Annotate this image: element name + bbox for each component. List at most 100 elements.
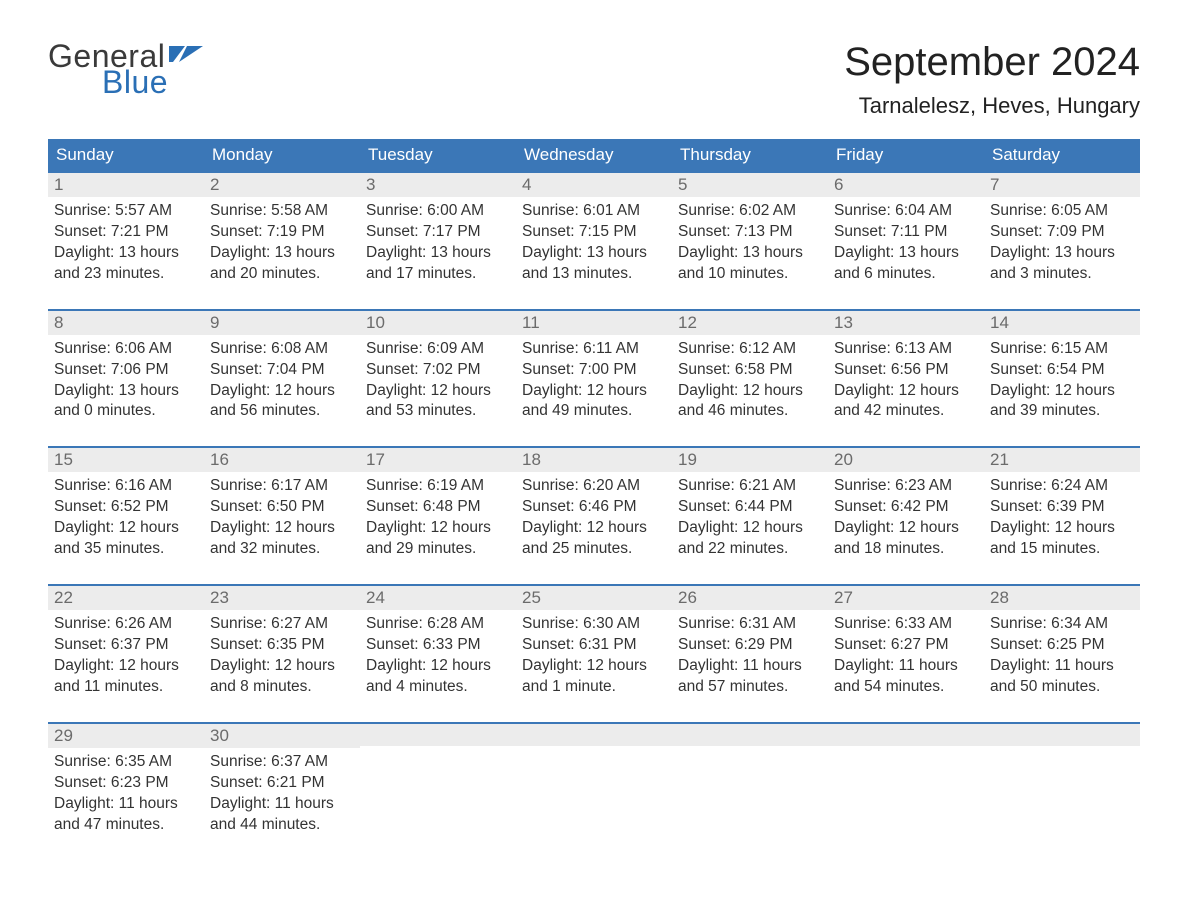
brand-logo: General Blue: [48, 40, 203, 98]
day-d1: Daylight: 12 hours: [54, 656, 198, 677]
day-d2: and 47 minutes.: [54, 815, 198, 836]
calendar-day: 17Sunrise: 6:19 AMSunset: 6:48 PMDayligh…: [360, 448, 516, 566]
calendar-day: 16Sunrise: 6:17 AMSunset: 6:50 PMDayligh…: [204, 448, 360, 566]
calendar-day: 3Sunrise: 6:00 AMSunset: 7:17 PMDaylight…: [360, 173, 516, 291]
day-d1: Daylight: 12 hours: [678, 518, 822, 539]
month-title: September 2024: [844, 40, 1140, 85]
calendar-day: 25Sunrise: 6:30 AMSunset: 6:31 PMDayligh…: [516, 586, 672, 704]
calendar-day: [360, 724, 516, 842]
day-number: 15: [54, 450, 73, 469]
day-number: 17: [366, 450, 385, 469]
day-sunrise: Sunrise: 6:20 AM: [522, 476, 666, 497]
day-d2: and 18 minutes.: [834, 539, 978, 560]
day-sunset: Sunset: 7:13 PM: [678, 222, 822, 243]
day-number: 20: [834, 450, 853, 469]
day-number-row: 27: [828, 586, 984, 610]
day-sunset: Sunset: 7:11 PM: [834, 222, 978, 243]
day-sunrise: Sunrise: 6:28 AM: [366, 614, 510, 635]
day-d2: and 6 minutes.: [834, 264, 978, 285]
day-d2: and 4 minutes.: [366, 677, 510, 698]
day-number: 2: [210, 175, 219, 194]
calendar-day: [672, 724, 828, 842]
brand-line2: Blue: [102, 66, 203, 98]
calendar-week: 1Sunrise: 5:57 AMSunset: 7:21 PMDaylight…: [48, 171, 1140, 291]
day-number-row: 22: [48, 586, 204, 610]
calendar-day: 21Sunrise: 6:24 AMSunset: 6:39 PMDayligh…: [984, 448, 1140, 566]
day-number: 23: [210, 588, 229, 607]
day-number-row: [984, 724, 1140, 746]
day-sunset: Sunset: 6:42 PM: [834, 497, 978, 518]
day-number-row: 25: [516, 586, 672, 610]
day-d1: Daylight: 13 hours: [990, 243, 1134, 264]
day-number: 6: [834, 175, 843, 194]
day-number-row: [828, 724, 984, 746]
day-number: 3: [366, 175, 375, 194]
day-number-row: 21: [984, 448, 1140, 472]
calendar-day: 14Sunrise: 6:15 AMSunset: 6:54 PMDayligh…: [984, 311, 1140, 429]
day-number: 4: [522, 175, 531, 194]
title-block: September 2024 Tarnalelesz, Heves, Hunga…: [844, 40, 1140, 119]
day-d1: Daylight: 11 hours: [210, 794, 354, 815]
day-number-row: 3: [360, 173, 516, 197]
day-number: 9: [210, 313, 219, 332]
calendar-day: 29Sunrise: 6:35 AMSunset: 6:23 PMDayligh…: [48, 724, 204, 842]
calendar-page: General Blue September 2024 Tarnalelesz,…: [0, 0, 1188, 881]
day-sunrise: Sunrise: 6:19 AM: [366, 476, 510, 497]
day-number-row: 11: [516, 311, 672, 335]
day-number-row: 5: [672, 173, 828, 197]
calendar-day: 23Sunrise: 6:27 AMSunset: 6:35 PMDayligh…: [204, 586, 360, 704]
day-sunrise: Sunrise: 6:31 AM: [678, 614, 822, 635]
day-d2: and 17 minutes.: [366, 264, 510, 285]
day-sunset: Sunset: 6:50 PM: [210, 497, 354, 518]
flag-icon: [169, 44, 203, 68]
day-d2: and 32 minutes.: [210, 539, 354, 560]
weekday-tuesday: Tuesday: [360, 139, 516, 171]
day-d2: and 25 minutes.: [522, 539, 666, 560]
day-d1: Daylight: 12 hours: [522, 518, 666, 539]
calendar-day: 28Sunrise: 6:34 AMSunset: 6:25 PMDayligh…: [984, 586, 1140, 704]
day-d1: Daylight: 11 hours: [54, 794, 198, 815]
day-number-row: 13: [828, 311, 984, 335]
day-number: 29: [54, 726, 73, 745]
day-sunrise: Sunrise: 6:01 AM: [522, 201, 666, 222]
day-d2: and 11 minutes.: [54, 677, 198, 698]
calendar-week: 8Sunrise: 6:06 AMSunset: 7:06 PMDaylight…: [48, 309, 1140, 429]
day-number-row: 12: [672, 311, 828, 335]
day-sunset: Sunset: 7:04 PM: [210, 360, 354, 381]
day-d1: Daylight: 12 hours: [210, 656, 354, 677]
day-d1: Daylight: 11 hours: [990, 656, 1134, 677]
day-d2: and 13 minutes.: [522, 264, 666, 285]
day-number: 16: [210, 450, 229, 469]
day-number: 25: [522, 588, 541, 607]
day-sunset: Sunset: 6:46 PM: [522, 497, 666, 518]
header-row: General Blue September 2024 Tarnalelesz,…: [48, 40, 1140, 119]
day-sunset: Sunset: 7:02 PM: [366, 360, 510, 381]
day-number-row: 8: [48, 311, 204, 335]
day-number-row: [516, 724, 672, 746]
day-sunrise: Sunrise: 6:11 AM: [522, 339, 666, 360]
day-d1: Daylight: 12 hours: [990, 518, 1134, 539]
day-number-row: 29: [48, 724, 204, 748]
day-sunset: Sunset: 6:25 PM: [990, 635, 1134, 656]
day-sunset: Sunset: 6:37 PM: [54, 635, 198, 656]
day-d1: Daylight: 13 hours: [522, 243, 666, 264]
day-number: 19: [678, 450, 697, 469]
day-sunrise: Sunrise: 6:17 AM: [210, 476, 354, 497]
calendar-day: 9Sunrise: 6:08 AMSunset: 7:04 PMDaylight…: [204, 311, 360, 429]
day-number-row: 23: [204, 586, 360, 610]
day-d2: and 0 minutes.: [54, 401, 198, 422]
day-sunrise: Sunrise: 6:12 AM: [678, 339, 822, 360]
weekday-wednesday: Wednesday: [516, 139, 672, 171]
weeks-container: 1Sunrise: 5:57 AMSunset: 7:21 PMDaylight…: [48, 171, 1140, 841]
day-number: 28: [990, 588, 1009, 607]
calendar-day: 26Sunrise: 6:31 AMSunset: 6:29 PMDayligh…: [672, 586, 828, 704]
day-number: 1: [54, 175, 63, 194]
calendar-day: 15Sunrise: 6:16 AMSunset: 6:52 PMDayligh…: [48, 448, 204, 566]
day-sunrise: Sunrise: 6:30 AM: [522, 614, 666, 635]
weekday-saturday: Saturday: [984, 139, 1140, 171]
day-sunset: Sunset: 6:31 PM: [522, 635, 666, 656]
day-number: 18: [522, 450, 541, 469]
day-d2: and 1 minute.: [522, 677, 666, 698]
day-sunset: Sunset: 6:27 PM: [834, 635, 978, 656]
day-d1: Daylight: 11 hours: [678, 656, 822, 677]
